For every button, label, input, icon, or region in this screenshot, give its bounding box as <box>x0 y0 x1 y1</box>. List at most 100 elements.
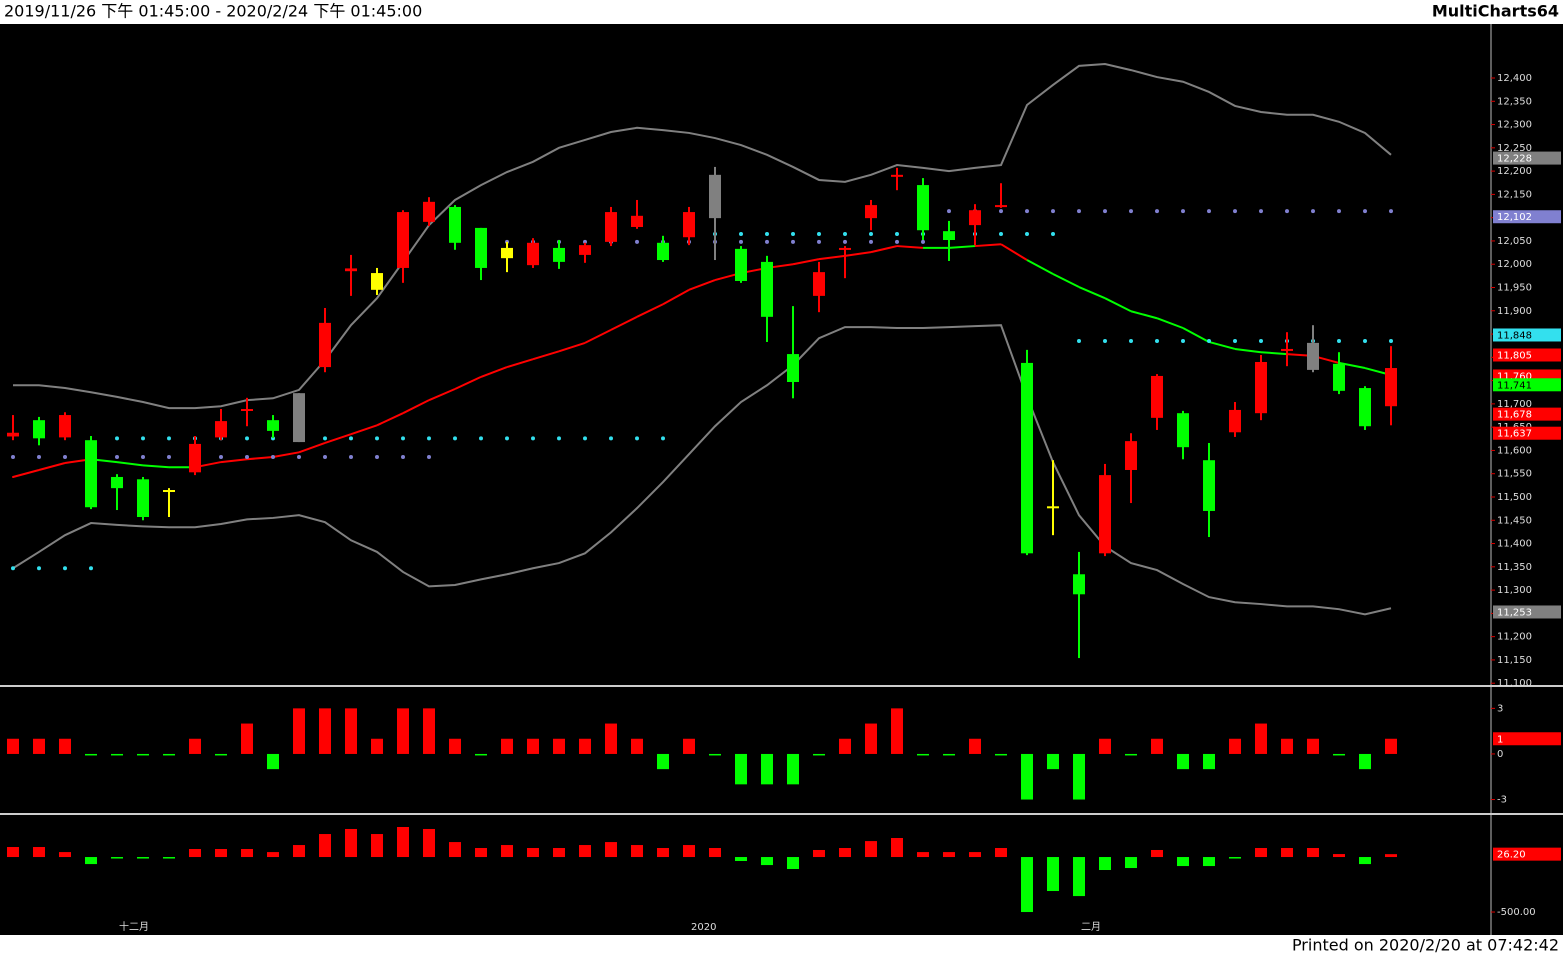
candle-body <box>631 215 643 227</box>
histogram-bar <box>995 848 1007 858</box>
level-dot <box>37 566 41 571</box>
y-tick-label: 11,450 <box>1497 515 1532 526</box>
histogram-bar <box>1229 738 1241 754</box>
histogram-bar <box>423 828 435 858</box>
histogram-bar <box>735 857 747 861</box>
level-dot <box>817 239 821 244</box>
level-dot <box>1233 209 1237 214</box>
average-segment <box>818 254 846 261</box>
candle-body <box>241 409 253 412</box>
histogram-bar <box>553 738 565 754</box>
histogram-bar <box>527 848 539 858</box>
candle-body <box>1281 348 1293 351</box>
value-flag <box>1493 210 1561 224</box>
level-dot <box>1389 209 1393 214</box>
level-dot <box>1389 339 1393 344</box>
histogram-bar <box>787 857 799 870</box>
candle-body <box>137 479 149 518</box>
level-dot <box>1207 339 1211 344</box>
level-dot <box>1051 209 1055 214</box>
candle-body <box>969 210 981 226</box>
histogram-bar <box>1307 848 1319 858</box>
candle-body <box>995 205 1007 208</box>
average-segment <box>532 350 560 361</box>
candle-body <box>215 421 227 438</box>
y-tick-label: 12,300 <box>1497 120 1532 131</box>
value-flag-label: 11,805 <box>1497 351 1532 362</box>
average-start <box>12 475 14 478</box>
level-dot <box>401 436 405 441</box>
histogram-bar <box>709 848 721 858</box>
value-flag-label: 11,760 <box>1497 371 1532 382</box>
histogram-bar <box>215 753 227 756</box>
candle-body <box>267 420 279 431</box>
level-dot <box>63 454 67 459</box>
histogram-bar <box>137 753 149 756</box>
level-dot <box>869 239 873 244</box>
histogram-bar <box>1177 753 1189 770</box>
candle-body <box>1177 413 1189 448</box>
candle-body <box>423 201 435 222</box>
histogram-bar <box>657 753 669 770</box>
level-dot <box>895 239 899 244</box>
histogram-bar <box>1047 857 1059 892</box>
histogram-bar <box>1125 753 1137 756</box>
histogram-bar <box>1099 738 1111 754</box>
histogram-bar <box>111 753 123 756</box>
y-tick-label: 12,400 <box>1497 73 1532 84</box>
candle-body <box>1333 363 1345 391</box>
level-dot <box>505 436 509 441</box>
candle-body <box>709 174 721 219</box>
candle-body <box>59 415 71 438</box>
level-dot <box>115 454 119 459</box>
average-segment <box>454 375 482 390</box>
histogram-bar <box>631 845 643 858</box>
histogram-bar <box>527 738 539 754</box>
average-segment <box>12 469 40 478</box>
candle-body <box>943 231 955 241</box>
histogram-bar <box>865 723 877 754</box>
candle-body <box>397 212 409 268</box>
histogram-bar <box>189 738 201 754</box>
histogram-bar <box>267 753 279 770</box>
candle-body <box>579 245 591 255</box>
histogram-bar <box>423 708 435 754</box>
level-dot <box>1025 209 1029 214</box>
candle-body <box>1307 342 1319 370</box>
value-flag <box>1493 407 1561 421</box>
average-segment <box>220 458 248 464</box>
average-segment <box>506 358 534 369</box>
histogram-bar <box>371 738 383 754</box>
level-dot <box>245 454 249 459</box>
candle-body <box>33 420 45 439</box>
y-tick-label: 11,700 <box>1497 399 1532 410</box>
histogram-bar <box>59 738 71 754</box>
level-dot <box>1103 339 1107 344</box>
candle-body <box>761 261 773 317</box>
level-dot <box>11 566 15 571</box>
histogram-bar <box>865 841 877 858</box>
level-dot <box>167 454 171 459</box>
y-tick-label: 11,900 <box>1497 306 1532 317</box>
histogram-bar <box>1333 854 1345 858</box>
histogram-bar <box>137 857 149 859</box>
level-dot <box>1285 209 1289 214</box>
y-tick-label: 11,350 <box>1497 562 1532 573</box>
histogram-bar <box>1125 857 1137 869</box>
level-dot <box>1077 209 1081 214</box>
average-segment <box>636 303 664 318</box>
chart-background <box>0 24 1563 935</box>
histogram-bar <box>917 852 929 858</box>
average-segment <box>584 328 612 344</box>
average-segment <box>662 288 690 306</box>
candle-body <box>813 272 825 296</box>
candle-body <box>1229 409 1241 433</box>
histogram-bar <box>163 753 175 756</box>
candle-body <box>1021 362 1033 554</box>
y-tick-label: 0 <box>1497 749 1503 760</box>
histogram-bar <box>1385 738 1397 754</box>
level-dot <box>791 231 795 236</box>
histogram-bar <box>787 753 799 785</box>
x-tick-label: 二月 <box>1081 921 1101 933</box>
